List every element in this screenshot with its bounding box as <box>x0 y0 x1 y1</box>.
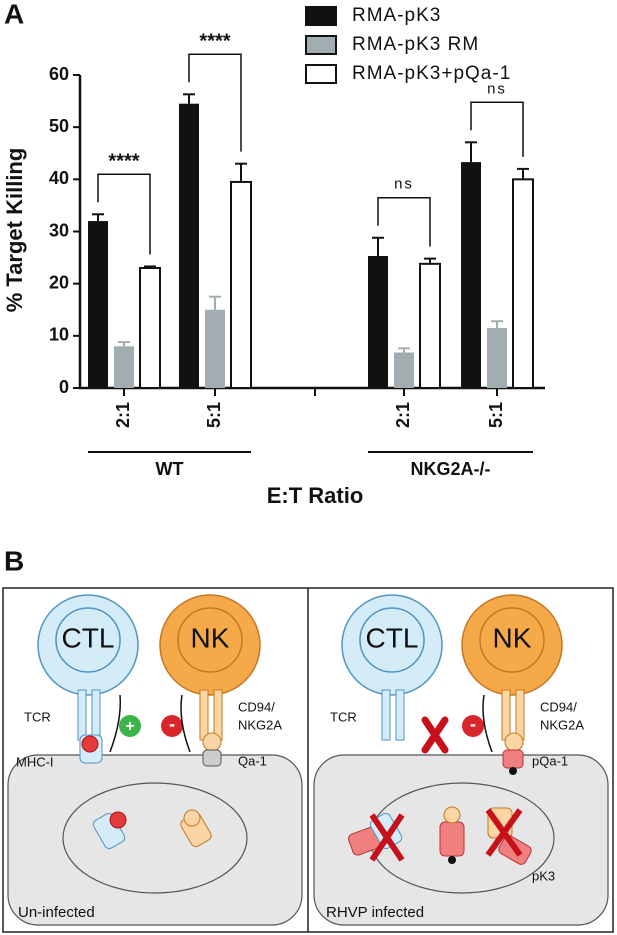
bar <box>368 256 388 388</box>
peptide <box>109 811 127 829</box>
legend-label: RMA-pK3 <box>352 5 441 26</box>
qa1-peptide <box>443 806 461 824</box>
y-axis-title: % Target Killing <box>2 148 27 313</box>
nkg2a <box>501 689 511 741</box>
group-label: NKG2A-/- <box>411 459 491 479</box>
bar <box>461 162 481 388</box>
bar <box>179 103 199 389</box>
significance-bracket <box>377 197 431 247</box>
x-tick-label: 5:1 <box>204 402 224 428</box>
bar <box>205 309 225 388</box>
nkg2a <box>515 689 525 741</box>
tcr <box>77 689 87 741</box>
receptor-label: TCR <box>330 709 357 724</box>
cell-label: NK <box>493 622 532 653</box>
bar <box>394 352 414 388</box>
significance-label: ns <box>394 176 414 193</box>
legend-swatch <box>305 64 337 84</box>
block-icon <box>485 808 523 857</box>
bar <box>487 328 507 388</box>
legend-swatch <box>305 35 337 55</box>
pqa1 <box>502 749 524 769</box>
significance-bracket <box>470 101 524 157</box>
receptor-label: MHC-I <box>16 754 54 769</box>
minus-icon: - <box>470 714 476 734</box>
arrow <box>109 694 122 753</box>
ctl-nucleus <box>359 607 425 673</box>
nk-nucleus <box>479 607 545 673</box>
y-tick-label: 60 <box>49 64 69 84</box>
receptor-label: TCR <box>24 709 51 724</box>
cell-label: CTL <box>62 622 115 653</box>
y-tick-label: 20 <box>49 272 69 292</box>
qa1-peptide <box>183 809 201 827</box>
block-icon <box>369 813 405 862</box>
tcr <box>91 689 101 741</box>
activation <box>119 715 141 737</box>
significance-bracket <box>97 173 151 255</box>
significance-label: **** <box>108 151 139 173</box>
receptor-label: Qa-1 <box>238 753 267 768</box>
bar <box>88 221 108 388</box>
caption: RHVP infected <box>326 904 424 921</box>
inhibition <box>462 715 484 737</box>
y-tick-label: 10 <box>49 325 69 345</box>
legend-label: RMA-pK3+pQa-1 <box>352 63 511 84</box>
receptor-label: CD94/ <box>540 699 577 714</box>
y-tick-label: 0 <box>59 377 69 397</box>
ubiquitin <box>448 856 456 864</box>
arrow <box>482 694 493 753</box>
legend-label: RMA-pK3 RM <box>352 34 479 55</box>
bar <box>230 180 252 389</box>
x-tick-label: 2:1 <box>113 402 133 428</box>
receptor-label: CD94/ <box>238 699 275 714</box>
y-tick-label: 50 <box>49 116 69 136</box>
tcr <box>395 689 405 741</box>
significance-label: **** <box>199 31 230 53</box>
block-icon <box>421 716 449 754</box>
panel-label: A <box>4 0 24 29</box>
nkg2a <box>199 689 209 741</box>
nucleus <box>62 782 248 894</box>
qa1 <box>202 749 222 767</box>
receptor-label: pQa-1 <box>532 753 568 768</box>
bar <box>139 267 161 389</box>
ctl-nucleus <box>55 607 121 673</box>
cell-label: CTL <box>366 622 419 653</box>
y-tick-label: 30 <box>49 220 69 240</box>
receptor-label: NKG2A <box>540 717 584 732</box>
pk3 <box>439 821 465 857</box>
nkg2a <box>213 689 223 741</box>
x-tick-label: 5:1 <box>486 402 506 428</box>
plus-icon: + <box>125 718 134 735</box>
inhibition <box>161 715 183 737</box>
x-axis-title: E:T Ratio <box>267 483 364 508</box>
legend-swatch <box>305 6 337 26</box>
receptor-label: pK3 <box>532 868 555 883</box>
y-tick-label: 40 <box>49 168 69 188</box>
bar <box>419 262 441 389</box>
chart: 0 10 20 30 40 50 60 RMA-pK3 RMA-pK3 RM RMA-pK3+pQ… <box>49 5 534 479</box>
peptide <box>81 735 99 753</box>
minus-icon: - <box>169 714 175 734</box>
diagram: B + - CTL CTL NK TCR MHC-I CD94/ NKG2A <box>2 545 614 933</box>
bar <box>114 346 134 388</box>
qa1-peptide <box>504 732 524 752</box>
receptor-label: NKG2A <box>238 717 282 732</box>
x-tick-label: 2:1 <box>393 402 413 428</box>
bar <box>512 178 534 389</box>
group-label: WT <box>156 459 184 479</box>
caption: Un-infected <box>18 904 95 921</box>
significance-label: ns <box>487 80 507 97</box>
tcr <box>381 689 391 741</box>
qa1-peptide <box>202 732 222 752</box>
panel-label: B <box>4 545 24 576</box>
arrow <box>180 694 191 753</box>
significance-bracket <box>188 53 242 152</box>
nk-nucleus <box>177 607 243 673</box>
ubiquitin <box>509 767 517 775</box>
cell-label: NK <box>191 622 230 653</box>
